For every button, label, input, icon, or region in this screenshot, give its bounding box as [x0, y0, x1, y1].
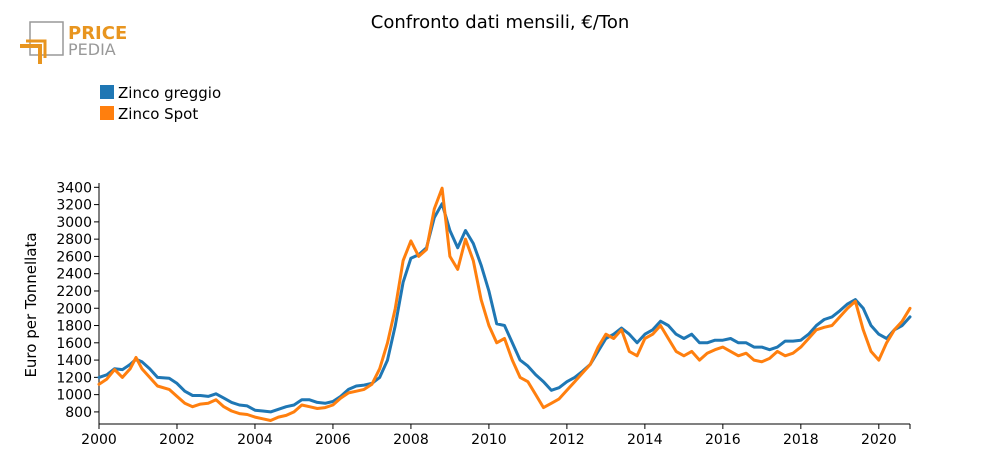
x-tick-label: 2008	[393, 432, 429, 448]
y-tick-label: 1000	[56, 388, 92, 404]
x-axis: 2000 2002 2004 2006 2008 2010 2012 2014 2016 2018…	[81, 423, 911, 448]
x-tick-label: 2014	[627, 432, 663, 448]
pricepedia-logo: PRICE PEDIA	[20, 21, 127, 64]
y-tick-label: 1400	[56, 353, 92, 369]
y-tick-label: 1600	[56, 336, 92, 352]
logo-text-pedia: PEDIA	[68, 40, 116, 59]
legend-label-zinco-spot: Zinco Spot	[118, 105, 198, 123]
y-tick-label: 2800	[56, 232, 92, 248]
legend: Zinco greggio Zinco Spot	[100, 84, 221, 123]
logo-text-price: PRICE	[68, 23, 127, 44]
chart-title: Confronto dati mensili, €/Ton	[371, 12, 630, 33]
legend-swatch-zinco-greggio	[100, 85, 114, 99]
legend-label-zinco-greggio: Zinco greggio	[118, 84, 221, 102]
x-tick-label: 2018	[783, 432, 819, 448]
x-tick-label: 2006	[315, 432, 351, 448]
legend-swatch-zinco-spot	[100, 106, 114, 120]
x-tick-label: 2012	[549, 432, 585, 448]
series-line-zinco-spot	[97, 186, 912, 422]
logo-bracket-inner	[26, 39, 47, 58]
y-axis-label: Euro per Tonnellata	[22, 232, 40, 377]
y-tick-label: 2600	[56, 249, 92, 265]
y-tick-label: 800	[65, 405, 92, 421]
y-tick-label: 3400	[56, 180, 92, 196]
x-tick-label: 2000	[81, 432, 117, 448]
x-tick-label: 2004	[237, 432, 273, 448]
y-tick-label: 3200	[56, 198, 92, 214]
series-line-zinco-greggio	[97, 202, 912, 414]
y-tick-label: 3000	[56, 215, 92, 231]
x-tick-label: 2020	[861, 432, 897, 448]
plot-area	[97, 186, 912, 422]
x-tick-label: 2002	[159, 432, 195, 448]
y-tick-label: 1800	[56, 319, 92, 335]
x-tick-label: 2016	[705, 432, 741, 448]
y-tick-label: 2000	[56, 301, 92, 317]
y-tick-label: 2400	[56, 267, 92, 283]
y-tick-label: 2200	[56, 284, 92, 300]
logo-bracket-outer	[20, 44, 42, 64]
x-tick-label: 2010	[471, 432, 507, 448]
y-tick-label: 1200	[56, 370, 92, 386]
